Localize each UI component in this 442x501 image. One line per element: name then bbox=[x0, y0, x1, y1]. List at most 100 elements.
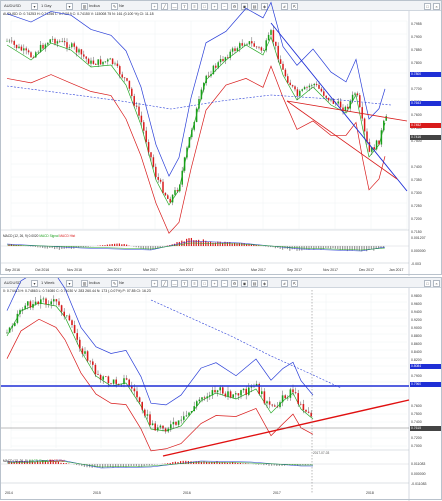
macd-bar bbox=[318, 246, 319, 248]
time-tick: Jan 2017 bbox=[107, 268, 121, 272]
candle-body bbox=[292, 85, 294, 86]
macd-bar bbox=[131, 464, 132, 466]
candle-body bbox=[305, 410, 307, 412]
candle-body bbox=[265, 40, 267, 50]
macd-bar bbox=[310, 464, 311, 465]
price-tick: 0.7150 bbox=[411, 230, 422, 234]
macd-bar bbox=[236, 243, 237, 246]
macd-bar bbox=[188, 238, 189, 246]
macd-bar bbox=[116, 244, 117, 246]
price-tag-blue: 0.7800 bbox=[410, 72, 441, 77]
candle-body bbox=[225, 57, 227, 61]
candle-body bbox=[148, 142, 150, 152]
macd-bar bbox=[212, 243, 213, 246]
osc-tick: 0.011083 bbox=[411, 462, 425, 466]
time-tick: 2017 bbox=[273, 491, 281, 495]
candle-body bbox=[6, 41, 8, 42]
macd-bar bbox=[63, 463, 64, 464]
price-tick: 0.7600 bbox=[411, 404, 422, 408]
candle-body bbox=[199, 400, 201, 402]
macd-bar bbox=[299, 246, 300, 251]
macd-bar bbox=[133, 464, 134, 466]
weekly-chart-window[interactable]: AUDUSD ▾ 1 Week ▾ ▥ Indica ✎ Ne + ╱ — T … bbox=[0, 277, 442, 500]
candle-body bbox=[11, 326, 13, 328]
candle-body bbox=[238, 393, 240, 395]
candle-body bbox=[133, 96, 135, 106]
price-tag-blue: 0.8084 bbox=[410, 364, 441, 369]
macd-bar bbox=[185, 461, 186, 464]
macd-bar bbox=[261, 464, 262, 465]
macd-bar bbox=[234, 243, 235, 246]
candle-body bbox=[306, 87, 308, 88]
macd-bar bbox=[157, 464, 158, 465]
candle-body bbox=[311, 85, 313, 86]
candle-body bbox=[134, 389, 136, 392]
candle-body bbox=[183, 416, 185, 419]
candle-body bbox=[275, 42, 277, 46]
candle-body bbox=[100, 375, 102, 380]
candle-body bbox=[174, 190, 176, 195]
candle-body bbox=[117, 64, 119, 66]
candle-body bbox=[100, 59, 102, 64]
candle-body bbox=[287, 398, 289, 399]
candle-body bbox=[57, 41, 59, 43]
macd-label: MACD (12, 26, 9) bbox=[3, 459, 28, 463]
candle-body bbox=[196, 109, 198, 123]
candle-body bbox=[261, 47, 263, 50]
macd-bar bbox=[227, 242, 228, 246]
candle-body bbox=[263, 50, 265, 51]
candle-body bbox=[17, 314, 19, 323]
candle-body bbox=[138, 107, 140, 116]
candle-body bbox=[248, 387, 250, 394]
candle-body bbox=[92, 361, 94, 364]
macd-bar bbox=[191, 238, 192, 246]
time-tick: Mar 2017 bbox=[251, 268, 266, 272]
time-tick: 2014 bbox=[5, 491, 13, 495]
candle-body bbox=[277, 46, 279, 59]
candle-body bbox=[191, 130, 193, 137]
price-axis[interactable]: 0.9800 0.9600 0.9400 0.9200 0.9000 0.880… bbox=[407, 288, 441, 493]
candle-body bbox=[89, 361, 91, 362]
candle-body bbox=[76, 333, 78, 340]
candle-body bbox=[239, 43, 241, 48]
candle-body bbox=[105, 61, 107, 62]
candle-body bbox=[186, 148, 188, 158]
candle-body bbox=[214, 390, 216, 392]
candle-body bbox=[220, 59, 222, 62]
candle-body bbox=[274, 405, 276, 406]
candle-body bbox=[76, 47, 78, 53]
lower-band-line bbox=[7, 319, 313, 451]
macd-bar bbox=[335, 246, 336, 249]
candle-body bbox=[88, 59, 90, 64]
candle-body bbox=[212, 390, 214, 395]
candle-body bbox=[352, 95, 354, 101]
time-axis[interactable]: Sep 2016 Oct 2016 Nov 2016 Jan 2017 Mar … bbox=[1, 267, 406, 275]
candle-body bbox=[30, 301, 32, 307]
macd-bar bbox=[271, 464, 272, 466]
macd-bar bbox=[104, 245, 105, 246]
time-tick: Mar 2017 bbox=[143, 268, 158, 272]
macd-bar bbox=[200, 242, 201, 246]
macd-bar bbox=[184, 241, 185, 246]
macd-bar bbox=[140, 246, 141, 248]
macd-bar bbox=[154, 464, 155, 465]
candle-body bbox=[108, 376, 110, 383]
candle-body bbox=[381, 130, 383, 144]
candle-body bbox=[184, 157, 186, 170]
daily-chart-window[interactable]: AUDUSD ▾ 1 Day ▾ ▥ Indica ✎ Ne + ╱ — T ≡… bbox=[0, 0, 442, 275]
time-tick: Oct 2016 bbox=[35, 268, 49, 272]
candle-body bbox=[109, 59, 111, 60]
candle-body bbox=[19, 310, 21, 314]
macd-bar bbox=[66, 463, 67, 464]
candle-body bbox=[328, 98, 330, 101]
price-tag-last: 0.7416 bbox=[410, 135, 441, 140]
candle-body bbox=[246, 44, 248, 45]
candle-body bbox=[66, 316, 68, 317]
candle-body bbox=[273, 30, 275, 42]
candle-body bbox=[121, 384, 123, 385]
candle-body bbox=[361, 107, 363, 118]
time-tick: Oct 2017 bbox=[215, 268, 229, 272]
candle-body bbox=[189, 137, 191, 147]
time-axis[interactable]: 2014 2015 2016 2017 2018 bbox=[1, 490, 406, 498]
weekly-price-chart[interactable] bbox=[1, 278, 442, 501]
